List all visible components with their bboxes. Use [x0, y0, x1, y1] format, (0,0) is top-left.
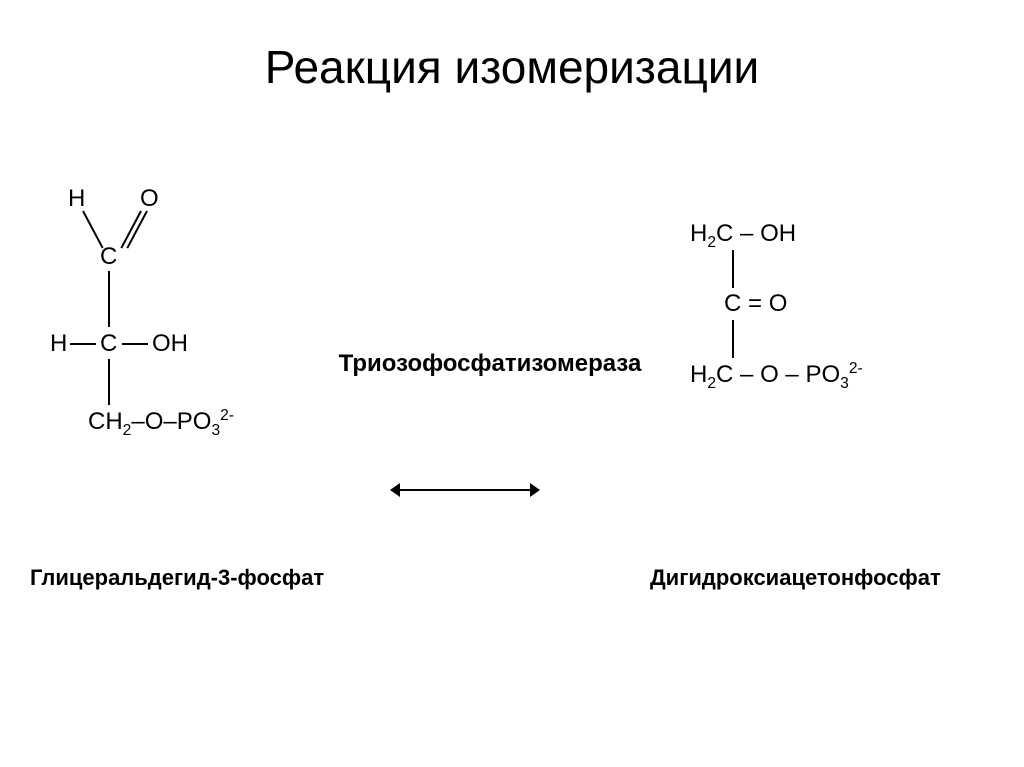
bond-c-oh-mid — [122, 343, 148, 345]
left-compound-label: Глицеральдегид-3-фосфат — [30, 565, 324, 591]
r3-d1: – — [740, 361, 753, 388]
r1-h: H — [690, 220, 707, 247]
r1-oh: OH — [760, 220, 796, 247]
r1-dash: – — [740, 220, 753, 247]
r1-h2c: H2C – OH — [690, 220, 796, 252]
atom-c-mid: C — [100, 330, 117, 358]
r3-d2: – — [785, 361, 798, 388]
molecule-left: H O C H C OH CH2–O–PO32- — [50, 185, 310, 505]
atom-h-top: H — [68, 185, 85, 213]
reaction-arrow — [390, 480, 540, 500]
r3-h2c: H2C – O – PO32- — [690, 360, 863, 393]
r2-c: C = O — [724, 290, 787, 318]
bond-h-c-mid — [70, 343, 96, 345]
r3-po3-sub: 3 — [840, 375, 849, 392]
atom-c-aldehyde: C — [100, 243, 117, 271]
slide: Реакция изомеризации H O C H C OH CH2–O–… — [0, 0, 1024, 767]
r1-c: C — [716, 220, 733, 247]
r3-po3-sup: 2- — [849, 360, 863, 377]
bot-o: O — [145, 408, 164, 435]
r3-po3: PO — [805, 361, 840, 388]
bond-c2-c3 — [108, 359, 110, 405]
enzyme-label: Триозофосфатизомераза — [300, 350, 680, 378]
bond-r2-r3 — [732, 320, 734, 358]
r3-c: C — [716, 361, 733, 388]
bond-c1-c2 — [108, 271, 110, 327]
r3-2: 2 — [707, 375, 716, 392]
dash1: – — [131, 408, 144, 435]
molecule-right: H2C – OH C = O H2C – O – PO32- — [690, 220, 1000, 480]
bot-po3: PO — [177, 408, 212, 435]
arrow-line — [398, 489, 532, 491]
r2-eq: = — [748, 290, 762, 317]
right-compound-label: Дигидроксиацетонфосфат — [650, 565, 941, 591]
r2-o: O — [769, 290, 788, 317]
r2-c-t: C — [724, 290, 741, 317]
dash2: – — [163, 408, 176, 435]
po3-sup: 2- — [220, 407, 234, 424]
ch2-text: CH — [88, 408, 123, 435]
atom-h-mid: H — [50, 330, 67, 358]
r3-h: H — [690, 361, 707, 388]
slide-title: Реакция изомеризации — [0, 40, 1024, 94]
atom-ch2-bot: CH2–O–PO32- — [88, 407, 234, 440]
atom-oh-mid: OH — [152, 330, 188, 358]
atom-o-top: O — [140, 185, 159, 213]
r1-2: 2 — [707, 234, 716, 251]
r3-o: O — [760, 361, 779, 388]
po3-sub: 3 — [211, 422, 220, 439]
bond-r1-r2 — [732, 250, 734, 288]
arrow-head-right — [530, 483, 540, 497]
